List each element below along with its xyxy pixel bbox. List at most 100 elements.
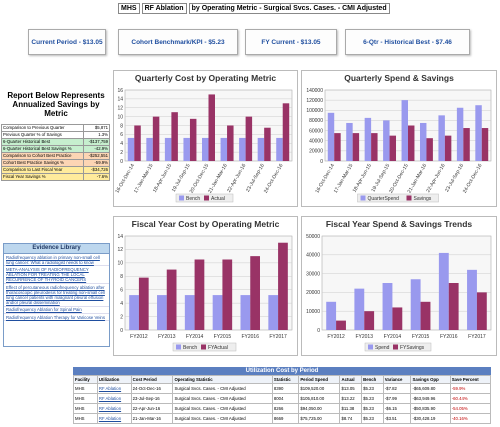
- bar: [245, 116, 253, 161]
- table-cell: Surgical Svcs. Cases. - CMI Adjusted: [172, 383, 273, 394]
- bar: [352, 133, 360, 161]
- y-tick-label: 12: [117, 106, 123, 112]
- x-tick-label: FY2013: [158, 334, 176, 340]
- bar: [448, 283, 459, 330]
- header: MHS RF Ablation by Operating Metric - Su…: [118, 2, 390, 15]
- chart-title: Fiscal Year Spend & Savings Trends: [326, 219, 473, 229]
- y-tick-label: 10: [117, 261, 123, 267]
- table-cell: -$30,428.19: [410, 413, 451, 424]
- bar: [138, 277, 149, 330]
- y-tick-label: 30000: [306, 271, 320, 277]
- procedure: RF Ablation: [141, 3, 187, 14]
- column-header: Save Percent: [449, 375, 492, 384]
- bar: [481, 128, 489, 161]
- table-cell: MHS: [73, 403, 98, 414]
- bar: [222, 259, 233, 330]
- evidence-link[interactable]: Radiofrequency Ablation for Spinal Pain: [4, 307, 109, 315]
- bar: [257, 137, 265, 161]
- column-header: Period Spend: [298, 375, 341, 384]
- table-cell: 8004: [271, 393, 300, 404]
- table-cell: Surgical Svcs. Cases. - CMI Adjusted: [172, 393, 273, 404]
- table-cell[interactable]: RF Ablation: [96, 403, 132, 414]
- bar: [146, 137, 153, 161]
- y-tick-label: 100000: [306, 108, 323, 114]
- table-cell: -40.16%: [449, 413, 492, 424]
- y-tick-label: 4: [120, 301, 123, 307]
- legend-swatch: [204, 195, 209, 201]
- y-tick-label: 20000: [309, 149, 323, 155]
- report-value: -7.6%: [83, 173, 110, 181]
- bar: [408, 125, 415, 161]
- table-cell: 24-Oct-Dec-16: [130, 383, 174, 394]
- table-cell[interactable]: RF Ablation: [96, 383, 132, 394]
- kpi: FY Current - $13.05: [245, 29, 337, 55]
- bar: [164, 137, 172, 161]
- y-tick-label: 14: [117, 234, 123, 240]
- legend-swatch: [406, 195, 412, 201]
- table-cell: Surgical Svcs. Cases. - CMI Adjusted: [172, 403, 273, 414]
- x-tick-label: FY2015: [412, 334, 430, 340]
- x-tick-label: FY2012: [130, 334, 148, 340]
- bar: [208, 94, 215, 161]
- y-tick-label: 20000: [306, 290, 320, 296]
- table-cell: $11.38: [339, 403, 363, 414]
- table-cell: 22-Apr-Jun-16: [130, 403, 174, 414]
- legend-swatch: [201, 344, 206, 350]
- table-row: MHS RF Ablation 24-Oct-Dec-16 Surgical Svcs…: [73, 383, 492, 394]
- report-row: Fiscal Year Savings % -7.6%: [0, 173, 110, 181]
- table-row: MHS RF Ablation 21-Jan-Mar-16 Surgical Svcs…: [73, 413, 492, 424]
- bar: [127, 137, 135, 161]
- evidence-library: Evidence Library Radiofrequency ablation…: [3, 243, 110, 347]
- x-tick-label: FY2016: [440, 334, 458, 340]
- report-label: Fiscal Year Savings %: [0, 173, 85, 181]
- column-header: Variance: [382, 375, 412, 384]
- bar: [240, 295, 251, 330]
- table-cell: -$65,609.80: [410, 383, 451, 394]
- bar: [239, 137, 246, 161]
- table-cell: -$7.99: [382, 393, 412, 404]
- legend-label: Spend: [375, 345, 390, 351]
- evidence-link[interactable]: Effect of percutaneous radiofrequency ab…: [4, 284, 109, 307]
- table-cell[interactable]: RF Ablation: [96, 413, 132, 424]
- table-cell: $8.74: [339, 413, 363, 424]
- legend-label: FYActual: [208, 345, 228, 351]
- table-cell: $105,810.00: [298, 393, 341, 404]
- evidence-link[interactable]: META-ANALYSIS OF RADIOFREQUENCY ABLATION…: [4, 266, 109, 285]
- table-row: MHS RF Ablation 22-Apr-Jun-16 Surgical Svcs…: [73, 403, 492, 414]
- legend-label: Actual: [211, 196, 225, 202]
- legend-swatch: [360, 195, 366, 201]
- bar: [184, 295, 195, 330]
- y-tick-label: 40000: [306, 253, 320, 259]
- table-cell: MHS: [73, 383, 98, 394]
- charts: Quarterly Cost by Operating Metric 0 2 4 6 8 1…: [113, 70, 497, 356]
- bar: [227, 125, 234, 161]
- bar: [327, 112, 335, 161]
- y-tick-label: 16: [117, 88, 123, 94]
- chart-title: Fiscal Year Cost by Operating Metric: [132, 219, 280, 229]
- bar: [220, 137, 228, 161]
- evidence-title: Evidence Library: [4, 244, 109, 254]
- column-header: Actual: [339, 375, 363, 384]
- bar: [364, 311, 375, 330]
- column-header: Cost Period: [130, 375, 174, 384]
- bar: [336, 320, 346, 330]
- y-tick-label: 140000: [306, 88, 323, 94]
- bar: [346, 122, 353, 161]
- x-tick-label: FY2013: [355, 334, 373, 340]
- bar: [326, 301, 337, 330]
- x-tick-label: FY2014: [186, 334, 204, 340]
- bar: [171, 112, 178, 161]
- bar: [157, 295, 167, 330]
- bar: [389, 135, 397, 161]
- table-cell: 8266: [271, 403, 300, 414]
- plot-area: [124, 235, 293, 331]
- kpi: Current Period - $13.05: [28, 29, 106, 55]
- bar: [276, 137, 283, 161]
- x-tick-label: FY2015: [214, 334, 232, 340]
- table-cell[interactable]: RF Ablation: [96, 393, 132, 404]
- bar: [129, 295, 139, 330]
- evidence-link[interactable]: Radiofrequency ablation in primary non-s…: [4, 254, 109, 267]
- table-cell: -59.9%: [449, 383, 492, 394]
- evidence-link[interactable]: Radiofrequency Ablation Therapy for Vari…: [4, 314, 109, 322]
